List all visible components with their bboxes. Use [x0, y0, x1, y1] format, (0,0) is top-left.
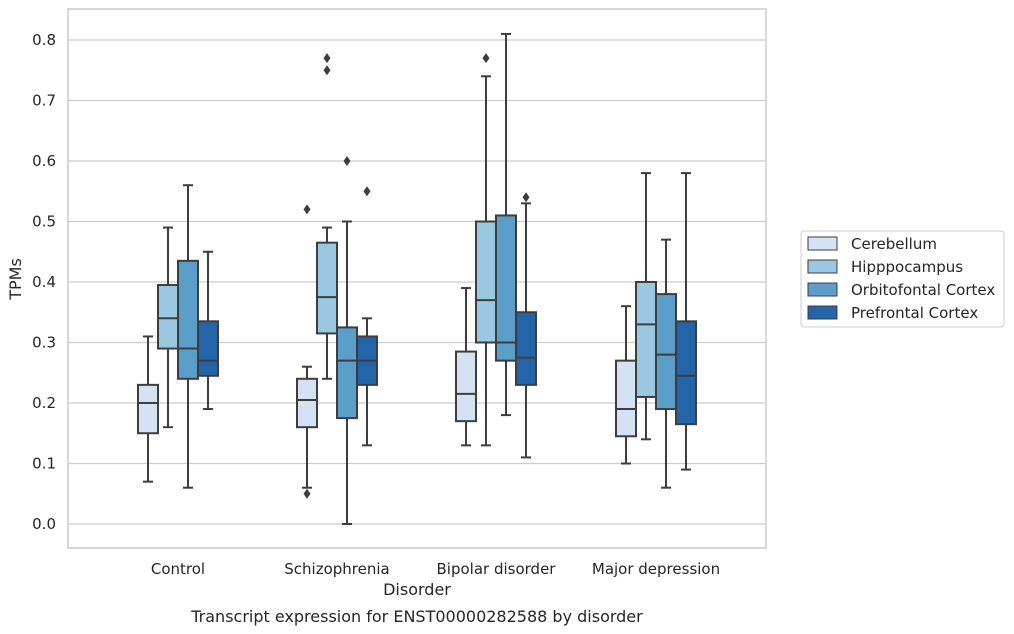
iqr-box — [296, 377, 318, 429]
outlier-point — [323, 53, 331, 64]
x-tick-label: Major depression — [592, 560, 720, 578]
legend-label: Cerebellum — [851, 235, 937, 253]
outlier-point — [323, 65, 331, 76]
series-cerebellum — [137, 204, 637, 499]
box — [336, 156, 358, 525]
iqr-box — [197, 320, 219, 377]
y-tick-labels: 0.0 0.1 0.2 0.3 0.4 0.5 0.6 0.7 0.8 — [32, 31, 56, 533]
iqr-box — [655, 293, 677, 411]
y-axis-label: TPMs — [6, 258, 25, 301]
iqr-box — [515, 311, 537, 386]
y-tick-label: 0.6 — [32, 152, 56, 170]
legend-swatch — [807, 236, 838, 251]
iqr-box — [495, 214, 517, 362]
box — [455, 287, 477, 447]
y-tick-label: 0.0 — [32, 515, 56, 533]
iqr-box — [157, 284, 179, 350]
iqr-box — [475, 220, 497, 344]
y-tick-label: 0.1 — [32, 455, 56, 473]
legend-swatch — [807, 282, 838, 297]
iqr-box — [177, 259, 199, 380]
plot-frame — [67, 8, 767, 549]
y-tick-label: 0.2 — [32, 394, 56, 412]
y-tick-label: 0.7 — [32, 92, 56, 110]
iqr-box — [316, 241, 338, 335]
legend-swatch — [807, 259, 838, 274]
y-tick-label: 0.3 — [32, 334, 56, 352]
outlier-point — [303, 488, 311, 499]
y-tick-label: 0.5 — [32, 213, 56, 231]
box — [356, 186, 378, 447]
x-axis-label: Disorder — [383, 580, 451, 599]
legend-label: Hipppocampus — [851, 258, 963, 276]
series-prefrontal-cortex — [197, 172, 697, 471]
legend-label: Prefrontal Cortex — [851, 304, 978, 322]
series-orbitofontal-cortex — [177, 32, 677, 525]
outlier-point — [482, 53, 490, 64]
box — [316, 53, 338, 380]
box — [515, 192, 537, 459]
iqr-box — [455, 350, 477, 423]
legend-swatch — [807, 305, 838, 320]
x-tick-label: Control — [151, 560, 205, 578]
box — [615, 305, 637, 465]
iqr-box — [137, 383, 159, 435]
box — [675, 172, 697, 471]
iqr-box — [336, 326, 358, 420]
box — [137, 335, 159, 483]
y-tick-label: 0.8 — [32, 31, 56, 49]
chart-caption: Transcript expression for ENST0000028258… — [190, 607, 643, 626]
outlier-point — [343, 156, 351, 166]
box — [197, 250, 219, 411]
box — [635, 172, 657, 441]
box — [177, 184, 199, 489]
legend: Cerebellum Hipppocampus Orbitofontal Corte… — [800, 230, 1005, 328]
box — [475, 53, 497, 447]
iqr-box — [635, 281, 657, 398]
x-tick-labels: Control Schizophrenia Bipolar disorder Majo… — [151, 560, 720, 578]
box — [296, 204, 318, 499]
series-hipppocampus — [157, 53, 657, 447]
iqr-box — [675, 320, 697, 426]
outlier-point — [522, 192, 530, 203]
outlier-point — [303, 204, 311, 215]
legend-frame — [800, 230, 1005, 328]
box-series — [137, 32, 697, 525]
outlier-point — [363, 186, 371, 197]
legend-label: Orbitofontal Cortex — [851, 281, 995, 299]
box — [495, 32, 517, 417]
iqr-box — [615, 359, 637, 438]
x-tick-label: Schizophrenia — [284, 560, 389, 578]
y-tick-label: 0.4 — [32, 273, 56, 291]
x-tick-label: Bipolar disorder — [437, 560, 557, 578]
